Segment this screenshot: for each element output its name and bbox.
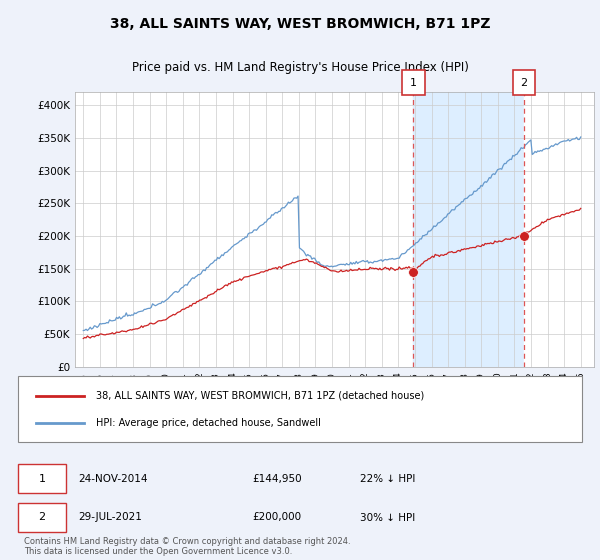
FancyBboxPatch shape (18, 503, 66, 532)
Text: 38, ALL SAINTS WAY, WEST BROMWICH, B71 1PZ (detached house): 38, ALL SAINTS WAY, WEST BROMWICH, B71 1… (96, 391, 424, 401)
Text: Contains HM Land Registry data © Crown copyright and database right 2024.
This d: Contains HM Land Registry data © Crown c… (24, 536, 350, 556)
Text: 30% ↓ HPI: 30% ↓ HPI (360, 512, 415, 522)
Text: 24-NOV-2014: 24-NOV-2014 (78, 474, 148, 484)
Text: £200,000: £200,000 (252, 512, 301, 522)
Text: Price paid vs. HM Land Registry's House Price Index (HPI): Price paid vs. HM Land Registry's House … (131, 61, 469, 74)
Text: 2: 2 (38, 512, 46, 522)
FancyBboxPatch shape (18, 376, 582, 442)
Text: 1: 1 (38, 474, 46, 484)
Text: 29-JUL-2021: 29-JUL-2021 (78, 512, 142, 522)
Text: £144,950: £144,950 (252, 474, 302, 484)
Bar (524, 92, 594, 367)
Text: 38, ALL SAINTS WAY, WEST BROMWICH, B71 1PZ: 38, ALL SAINTS WAY, WEST BROMWICH, B71 1… (110, 17, 490, 31)
FancyBboxPatch shape (18, 464, 66, 493)
Bar (413, 92, 524, 367)
Text: 2: 2 (520, 78, 527, 87)
Text: 22% ↓ HPI: 22% ↓ HPI (360, 474, 415, 484)
Text: 1: 1 (410, 78, 417, 87)
Text: HPI: Average price, detached house, Sandwell: HPI: Average price, detached house, Sand… (96, 418, 321, 428)
